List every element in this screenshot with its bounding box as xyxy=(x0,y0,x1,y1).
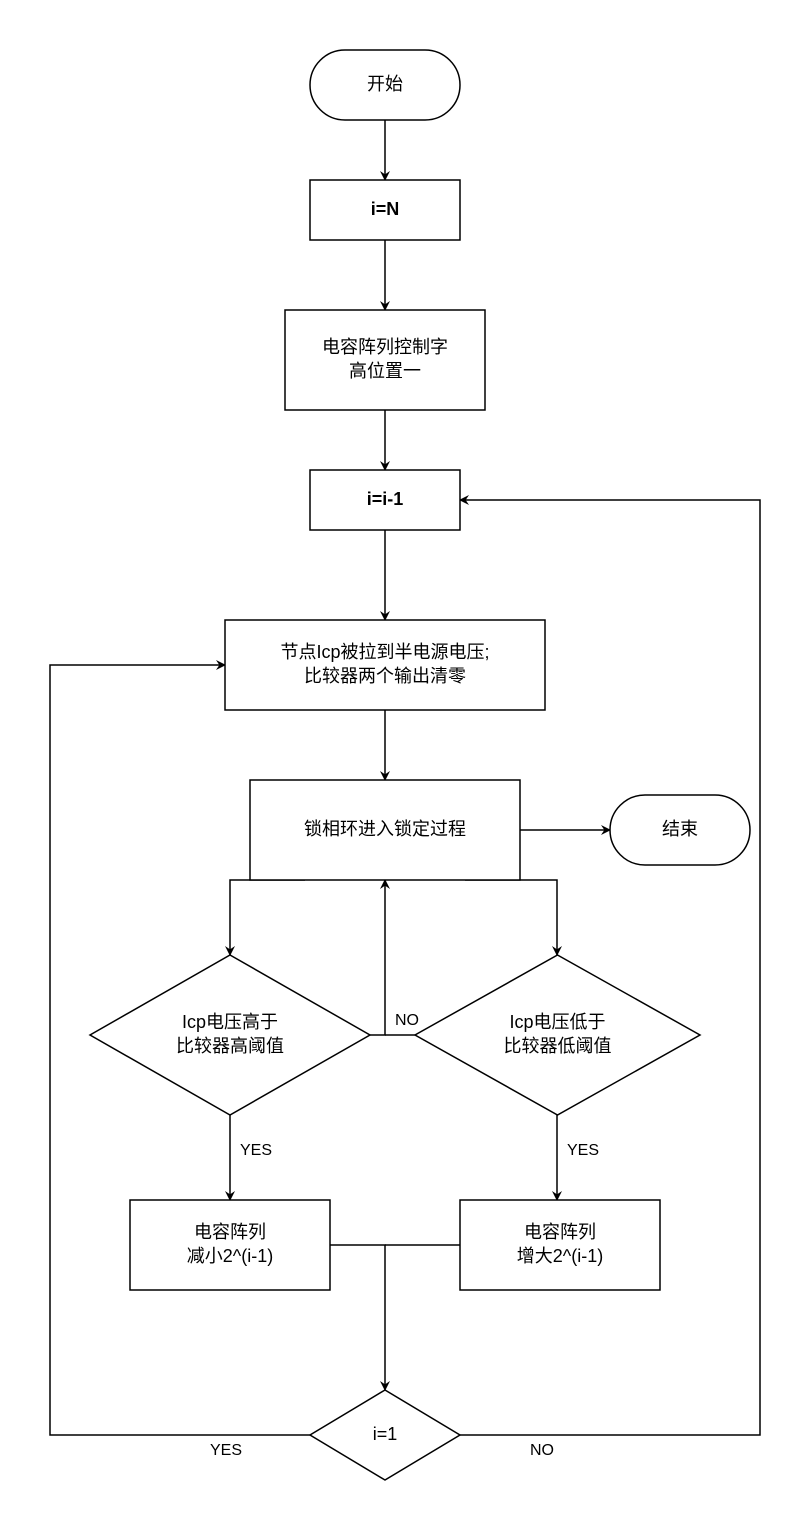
node-end: 结束 xyxy=(610,795,750,865)
node-text: 比较器两个输出清零 xyxy=(304,666,466,686)
node-text: 开始 xyxy=(367,74,403,94)
node-text: 节点Icp被拉到半电源电压; xyxy=(280,642,489,662)
node-n5: 锁相环进入锁定过程 xyxy=(250,780,520,880)
edge-label: NO xyxy=(530,1442,554,1459)
node-text: i=1 xyxy=(373,1424,398,1444)
node-d_bottom: i=1 xyxy=(310,1390,460,1480)
node-n3: i=i-1 xyxy=(310,470,460,530)
node-text: 高位置一 xyxy=(349,361,421,381)
node-n2: 电容阵列控制字高位置一 xyxy=(285,310,485,410)
node-text: 增大2^(i-1) xyxy=(517,1246,603,1266)
edge-label: YES xyxy=(210,1442,242,1459)
node-d_right: Icp电压低于比较器低阈值 xyxy=(415,955,700,1115)
flowchart-canvas: 开始 i=N 电容阵列控制字高位置一 i=i-1 节点Icp被拉到半电源电压; 比较器两个… xyxy=(0,0,800,1528)
node-text: 电容阵列 xyxy=(524,1222,596,1242)
node-text: Icp电压低于 xyxy=(509,1012,605,1032)
edge-label: NO xyxy=(395,1012,419,1029)
edge xyxy=(230,880,305,955)
node-text: i=N xyxy=(371,199,400,219)
node-text: 电容阵列控制字 xyxy=(322,337,448,357)
node-text: 电容阵列 xyxy=(194,1222,266,1242)
node-n7: 电容阵列增大2^(i-1) xyxy=(460,1200,660,1290)
node-d_left: Icp电压高于比较器高阈值 xyxy=(90,955,370,1115)
node-text: 锁相环进入锁定过程 xyxy=(304,819,466,839)
edge xyxy=(330,1245,385,1390)
node-n4: 节点Icp被拉到半电源电压; 比较器两个输出清零 xyxy=(225,620,545,710)
node-text: 减小2^(i-1) xyxy=(187,1246,273,1266)
node-n6: 电容阵列减小2^(i-1) xyxy=(130,1200,330,1290)
node-text: i=i-1 xyxy=(367,489,404,509)
node-n1: i=N xyxy=(310,180,460,240)
node-text: 结束 xyxy=(662,819,698,839)
node-text: Icp电压高于 xyxy=(182,1012,278,1032)
node-text: 比较器高阈值 xyxy=(176,1036,284,1056)
edge-label: YES xyxy=(240,1142,272,1159)
edge-label: YES xyxy=(567,1142,599,1159)
edge xyxy=(370,880,385,1035)
edge xyxy=(465,880,557,955)
node-start: 开始 xyxy=(310,50,460,120)
node-text: 比较器低阈值 xyxy=(504,1036,612,1056)
nodes-group: 开始 i=N 电容阵列控制字高位置一 i=i-1 节点Icp被拉到半电源电压; 比较器两个… xyxy=(90,50,750,1480)
